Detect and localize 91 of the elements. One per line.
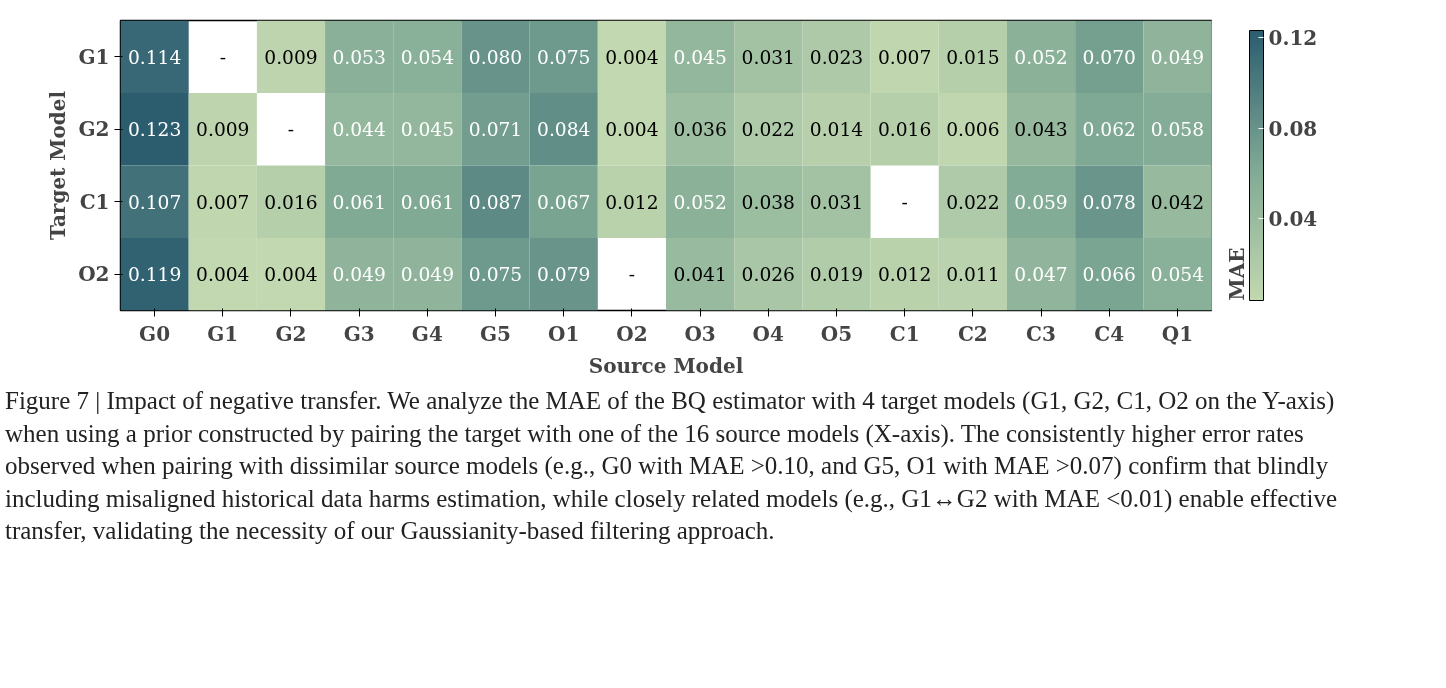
- x-tick-label: G0: [139, 321, 171, 346]
- data-label: 0.049: [400, 264, 455, 286]
- y-tick-label: G1: [78, 44, 110, 69]
- data-label: 0.070: [1082, 46, 1136, 68]
- data-label: 0.004: [605, 46, 659, 68]
- data-label: 0.114: [127, 46, 182, 68]
- data-label: 0.119: [127, 264, 182, 286]
- data-label: 0.036: [673, 119, 727, 141]
- data-label: 0.012: [605, 191, 659, 213]
- caption: Figure 7 | Impact of negative transfer. We analyze the MAE of the BQ estimator with 4 target models (G1, G2, C1, O2 on the Y-axis) when using a prior constructed by pairing the target with one of the 16 source models (X-axis). The consistently higher error rates observed when pairing with dissimilar source models (e.g., G0 with MAE >0.10, and G5, O1 with MAE >0.07) confirm that blindly including misaligned historical data harms estimation, while closely related models (e.g., G1↔G2 with MAE <0.01) enable effective transfer, validating the necessity of our Gaussianity-based filtering approach.: [5, 386, 1339, 546]
- x-tick-label: G4: [411, 321, 443, 346]
- data-label: 0.067: [537, 191, 591, 213]
- data-label: 0.053: [332, 46, 386, 68]
- x-tick-label: G1: [207, 321, 239, 346]
- data-label: 0.041: [673, 264, 727, 286]
- data-label: 0.023: [809, 46, 864, 68]
- data-label: 0.078: [1082, 191, 1136, 213]
- data-label: 0.075: [468, 264, 523, 286]
- color-bar-title: MAE: [1224, 247, 1249, 301]
- data-label: 0.079: [537, 264, 591, 286]
- data-label: 0.009: [264, 46, 318, 68]
- data-label: 0.084: [537, 119, 591, 141]
- data-label: 0.054: [1150, 264, 1205, 286]
- data-label: 0.006: [946, 119, 1000, 141]
- data-label: 0.042: [1150, 191, 1205, 213]
- data-label: 0.080: [468, 46, 523, 68]
- text: -: [901, 191, 908, 213]
- data-label: 0.047: [1014, 264, 1068, 286]
- data-label: 0.007: [877, 46, 932, 68]
- y-axis-title: Target Model: [46, 90, 71, 241]
- x-tick-label: C1: [889, 321, 920, 346]
- data-label: 0.019: [809, 264, 864, 286]
- data-label: 0.066: [1082, 264, 1136, 286]
- data-label: 0.123: [127, 119, 182, 141]
- data-label: 0.058: [1150, 119, 1205, 141]
- data-label: 0.007: [196, 191, 250, 213]
- y-tick-label: C1: [79, 189, 110, 214]
- x-tick-label: G5: [480, 321, 512, 346]
- y-tick-label: G2: [78, 117, 110, 142]
- data-label: 0.022: [741, 119, 795, 141]
- data-label: 0.004: [264, 264, 318, 286]
- data-label: 0.016: [264, 191, 318, 213]
- data-label: 0.038: [741, 191, 795, 213]
- data-label: 0.054: [400, 46, 455, 68]
- data-label: 0.071: [468, 119, 523, 141]
- data-label: 0.004: [196, 264, 250, 286]
- data-label: 0.087: [468, 191, 523, 213]
- x-tick-label: G3: [343, 321, 375, 346]
- data-label: 0.107: [127, 191, 182, 213]
- x-tick-label: O2: [616, 321, 648, 346]
- x-axis-title: Source Model: [588, 353, 744, 378]
- data-label: 0.043: [1014, 119, 1068, 141]
- data-label: 0.031: [741, 46, 795, 68]
- data-label: 0.031: [809, 191, 864, 213]
- color-bar-label: 0.12: [1268, 25, 1318, 50]
- data-label: 0.045: [400, 119, 455, 141]
- data-label: 0.052: [1014, 46, 1068, 68]
- data-label: 0.059: [1014, 191, 1068, 213]
- data-label: 0.049: [332, 264, 386, 286]
- data-label: 0.061: [400, 191, 455, 213]
- data-label: 0.022: [946, 191, 1000, 213]
- x-tick-label: C2: [957, 321, 988, 346]
- data-label: 0.044: [332, 119, 386, 141]
- data-label: 0.011: [946, 264, 1000, 286]
- x-tick-label: O5: [820, 321, 853, 346]
- data-label: 0.026: [741, 264, 795, 286]
- data-label: 0.012: [877, 264, 932, 286]
- data-label: 0.045: [673, 46, 727, 68]
- data-label: 0.052: [673, 191, 727, 213]
- x-tick-label: O3: [684, 321, 716, 346]
- data-label: 0.009: [196, 119, 250, 141]
- color-bar-label: 0.04: [1268, 207, 1318, 232]
- data-label: 0.014: [809, 119, 864, 141]
- data-label: 0.061: [332, 191, 386, 213]
- data-label: 0.004: [605, 119, 659, 141]
- x-tick-label: O1: [548, 321, 580, 346]
- data-label: 0.062: [1082, 119, 1136, 141]
- data-label: 0.016: [877, 119, 932, 141]
- text: -: [219, 46, 226, 68]
- text: -: [628, 264, 636, 286]
- x-tick-label: C3: [1026, 321, 1056, 346]
- y-tick-label: O2: [78, 262, 110, 287]
- color-bar-label: 0.08: [1268, 116, 1318, 141]
- text: -: [287, 119, 295, 141]
- data-label: 0.015: [946, 46, 1000, 68]
- x-tick-label: G2: [275, 321, 307, 346]
- x-tick-label: O4: [752, 321, 785, 346]
- x-tick-label: Q1: [1161, 321, 1194, 346]
- data-label: 0.075: [537, 46, 591, 68]
- x-tick-label: C4: [1094, 321, 1125, 346]
- data-label: 0.049: [1150, 46, 1205, 68]
